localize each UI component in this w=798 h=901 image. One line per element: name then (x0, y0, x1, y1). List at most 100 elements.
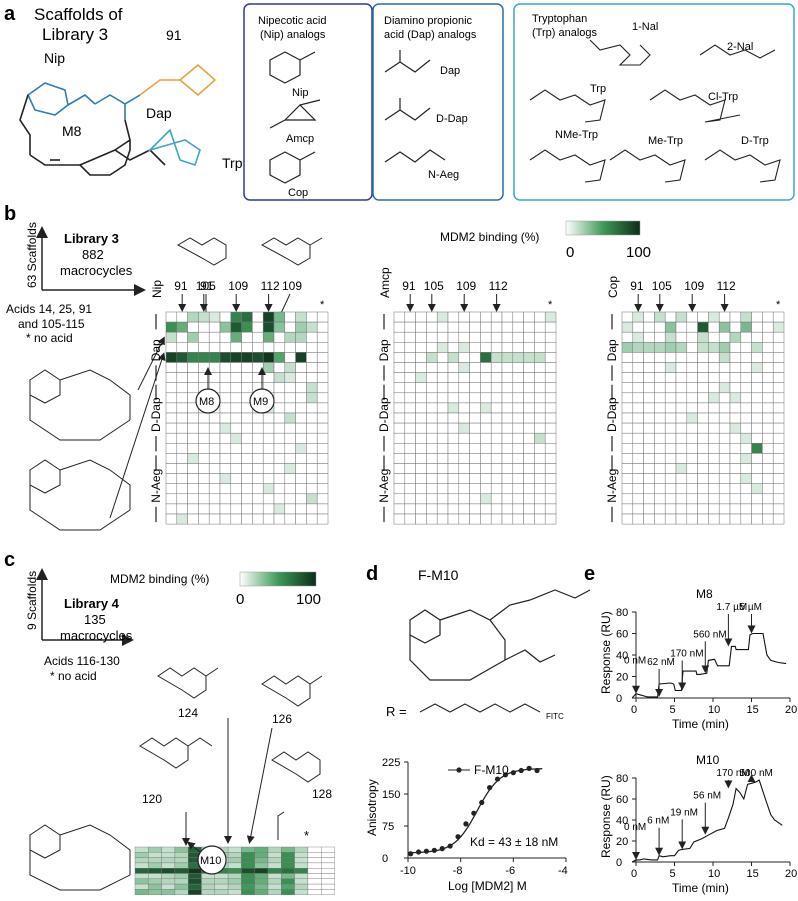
heatmap-cell (686, 422, 698, 434)
heatmap-cell (176, 443, 188, 454)
heatmap-cell (762, 321, 774, 333)
dap-item-d-dap: D-Dap (436, 113, 468, 125)
heatmap-cell (295, 362, 307, 373)
legend-c-min: 0 (236, 591, 244, 608)
heatmap-cell (772, 311, 785, 323)
heatmap-cell (281, 857, 295, 864)
heatmap-cell (241, 883, 255, 890)
heatmap-cell (295, 493, 307, 505)
heatmap-cell (306, 342, 318, 353)
heatmap-cell (230, 473, 242, 484)
heatmap-cell (544, 483, 557, 495)
heatmap-cell (772, 503, 785, 515)
heatmap-col-label: 105 (652, 279, 672, 293)
heatmap-cell (306, 463, 318, 474)
heatmap-cell (534, 311, 546, 323)
heatmap-cell (404, 392, 416, 404)
heatmap-cell (697, 382, 709, 394)
heatmap-cell (718, 402, 731, 414)
heatmap-cell (512, 483, 524, 495)
heatmap-cell (534, 493, 546, 505)
heatmap-cell (267, 846, 282, 853)
panel-b-letter: b (4, 203, 16, 225)
heatmap-cell (198, 352, 210, 363)
heatmap-cell (165, 342, 178, 353)
heatmap-cell (404, 513, 416, 525)
heatmap-cell (523, 453, 535, 464)
heatmap-cell (230, 392, 242, 404)
heatmap-cell (219, 321, 232, 333)
lib4-star: * (304, 828, 309, 843)
heatmap-cell (273, 463, 286, 474)
heatmap-cell (316, 453, 329, 464)
acid-109-structure (260, 237, 323, 266)
heatmap-cell (174, 873, 189, 880)
heatmap-cell (469, 422, 481, 434)
trp-box-title-2: (Trp) analogs (532, 27, 598, 39)
heatmap-col-label: 91 (402, 279, 416, 293)
heatmap-cell (393, 362, 406, 373)
heatmap-cell (740, 443, 752, 454)
heatmap-cell (198, 503, 210, 515)
heatmap-cell (161, 889, 176, 895)
heatmap-cell (252, 443, 264, 454)
heatmap-cell (198, 412, 210, 424)
heatmap-cell (762, 392, 774, 404)
heatmap-cell (165, 463, 178, 474)
heatmap-cell (219, 362, 232, 373)
heatmap-cell (697, 372, 709, 383)
heatmap-cell (219, 331, 232, 343)
heatmap-cell (321, 878, 335, 885)
heatmap-cell (187, 503, 199, 515)
heatmap-cell (176, 463, 188, 474)
nip-item-nip: Nip (292, 87, 309, 99)
heatmap-cell (654, 473, 666, 484)
heatmap-cell (176, 513, 188, 525)
hit-m10-circle[interactable] (197, 845, 227, 875)
heatmap-cell (241, 873, 255, 880)
heatmap-cell (415, 412, 427, 424)
x-tick-label: -4 (558, 865, 568, 877)
heatmap-cell (393, 432, 406, 444)
heatmap-cell (284, 453, 296, 464)
heatmap-cell (544, 362, 557, 373)
heatmap-cell (480, 513, 492, 525)
trp-item-1-nal: 1-Nal (632, 21, 658, 33)
heatmap-cell (187, 463, 199, 474)
heatmap-cell (404, 422, 416, 434)
library3-noacid: * no acid (26, 331, 73, 345)
heatmap-cell (198, 331, 210, 343)
heatmap-cell (284, 443, 296, 454)
heatmap-cell (632, 432, 644, 444)
heatmap-cell (241, 372, 253, 383)
heatmap-cell (697, 342, 709, 353)
heatmap-cell (697, 503, 709, 515)
heatmap-cell (751, 372, 763, 383)
heatmap-cell (165, 432, 178, 444)
heatmap-cell (415, 372, 427, 383)
heatmap-cell (501, 443, 514, 454)
heatmap-cell (718, 372, 731, 383)
heatmap-cell (675, 493, 688, 505)
heatmap-cell (643, 432, 655, 444)
label-dap: Dap (146, 105, 172, 121)
heatmap-cell (675, 473, 688, 484)
heatmap-cell (697, 331, 709, 343)
heatmap-cell (534, 402, 546, 414)
heatmap-cell (544, 422, 557, 434)
heatmap-cell (458, 422, 470, 434)
heatmap-cell (176, 473, 188, 484)
heatmap-cell (295, 342, 307, 353)
heatmap-cell (273, 342, 286, 353)
heatmap-cell (161, 883, 176, 890)
heatmap-cell (393, 422, 406, 434)
heatmap-cell (729, 352, 742, 363)
heatmap-cell (697, 432, 709, 444)
y-tick-label: 225 (382, 757, 400, 769)
heatmap-cell (176, 402, 188, 414)
heatmap-cell (187, 352, 199, 363)
heatmap-cell (469, 493, 481, 505)
heatmap-cell (415, 503, 427, 515)
heatmap-cell (316, 392, 329, 404)
data-point (487, 785, 493, 791)
